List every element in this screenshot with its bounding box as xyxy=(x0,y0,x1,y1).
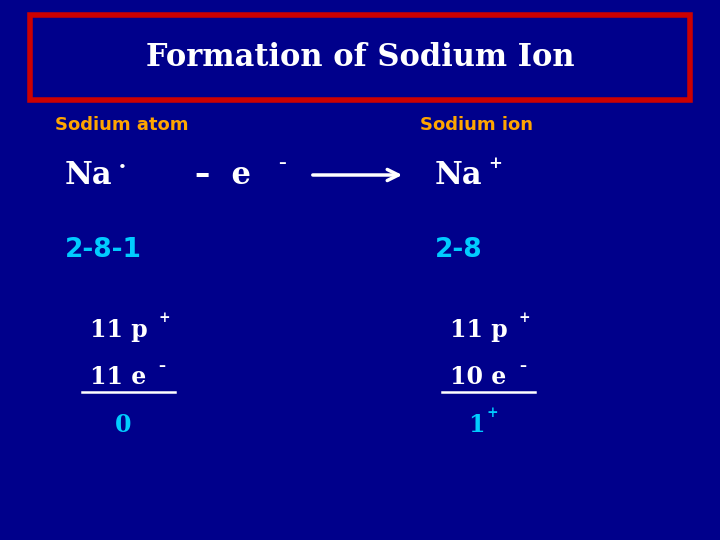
Text: Sodium atom: Sodium atom xyxy=(55,116,189,134)
Text: Na: Na xyxy=(65,159,112,191)
Text: 11 e: 11 e xyxy=(90,365,146,389)
Text: 11 p: 11 p xyxy=(450,318,508,342)
Text: 11 p: 11 p xyxy=(90,318,148,342)
Text: 2-8-1: 2-8-1 xyxy=(65,237,142,263)
Text: –: – xyxy=(158,359,165,373)
Text: +: + xyxy=(488,154,502,172)
Text: +: + xyxy=(518,311,530,325)
Text: Formation of Sodium Ion: Formation of Sodium Ion xyxy=(145,42,575,72)
Text: Sodium ion: Sodium ion xyxy=(420,116,533,134)
Text: –  e: – e xyxy=(195,159,251,191)
Text: +: + xyxy=(158,311,170,325)
Text: +: + xyxy=(487,406,499,420)
Text: –: – xyxy=(278,156,286,170)
Text: 1: 1 xyxy=(468,413,485,437)
FancyBboxPatch shape xyxy=(30,15,690,100)
Text: Na: Na xyxy=(435,159,482,191)
Text: –: – xyxy=(519,359,526,373)
Text: •: • xyxy=(118,161,127,175)
Text: 0: 0 xyxy=(115,413,132,437)
Text: 10 e: 10 e xyxy=(450,365,506,389)
Text: 2-8: 2-8 xyxy=(435,237,482,263)
